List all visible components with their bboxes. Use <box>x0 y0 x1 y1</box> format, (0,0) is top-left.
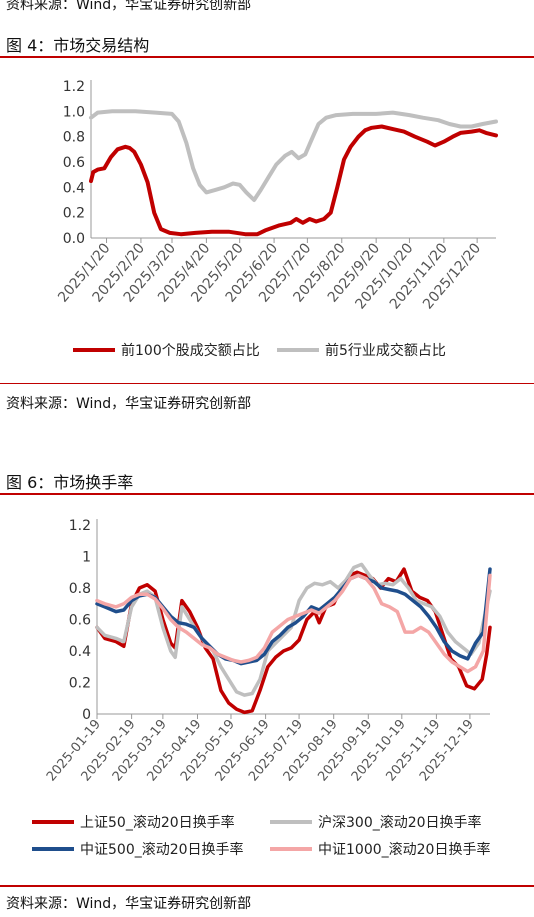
y-tick-label: 0.2 <box>69 676 91 692</box>
y-tick-label: 0.0 <box>63 231 85 247</box>
legend-label-2: 前5行业成交额占比 <box>325 342 446 359</box>
legend-label-1: 前100个股成交额占比 <box>121 342 260 359</box>
header-source-text: 资料来源：Wind，华宝证券研究创新部 <box>6 0 252 13</box>
series-line-2 <box>89 109 498 202</box>
series-line-1 <box>95 567 492 715</box>
figure4-title: 图 4：市场交易结构 <box>6 36 150 55</box>
y-tick-label: 0 <box>82 707 91 723</box>
y-tick-label: 1 <box>82 550 91 566</box>
y-tick-label: 0.6 <box>69 613 91 629</box>
figure6-chart: 00.20.40.60.811.22025-01-192025-02-19202… <box>32 518 492 858</box>
figure4-top-rule <box>0 56 534 58</box>
legend-label-2: 沪深300_滚动20日换手率 <box>318 814 482 831</box>
y-tick-label: 0.8 <box>69 581 91 597</box>
y-tick-label: 1.0 <box>63 104 85 120</box>
figure6-source-text: 资料来源：Wind，华宝证券研究创新部 <box>6 896 252 912</box>
y-tick-label: 1.2 <box>69 518 91 534</box>
y-tick-label: 1.2 <box>63 79 85 95</box>
legend-label-1: 上证50_滚动20日换手率 <box>80 814 235 831</box>
y-tick-label: 0.4 <box>63 180 85 196</box>
figure4-source-text: 资料来源：Wind，华宝证券研究创新部 <box>6 396 252 412</box>
series-line-1 <box>89 124 498 237</box>
y-tick-label: 0.4 <box>69 644 91 660</box>
y-tick-label: 0.8 <box>63 130 85 146</box>
figure6-top-rule <box>0 493 534 495</box>
legend-label-4: 中证1000_滚动20日换手率 <box>318 841 490 858</box>
figure4-chart: 0.00.20.40.60.81.01.22025/1/202025/2/202… <box>55 79 498 359</box>
y-tick-label: 0.2 <box>63 206 85 222</box>
series-line-4 <box>95 573 492 674</box>
legend-label-3: 中证500_滚动20日换手率 <box>80 841 244 858</box>
figure6-title: 图 6：市场换手率 <box>6 473 134 492</box>
series-line-2 <box>95 562 492 697</box>
figure4-bottom-rule <box>0 383 534 384</box>
figure6-bottom-rule <box>0 885 534 887</box>
y-tick-label: 0.6 <box>63 155 85 171</box>
